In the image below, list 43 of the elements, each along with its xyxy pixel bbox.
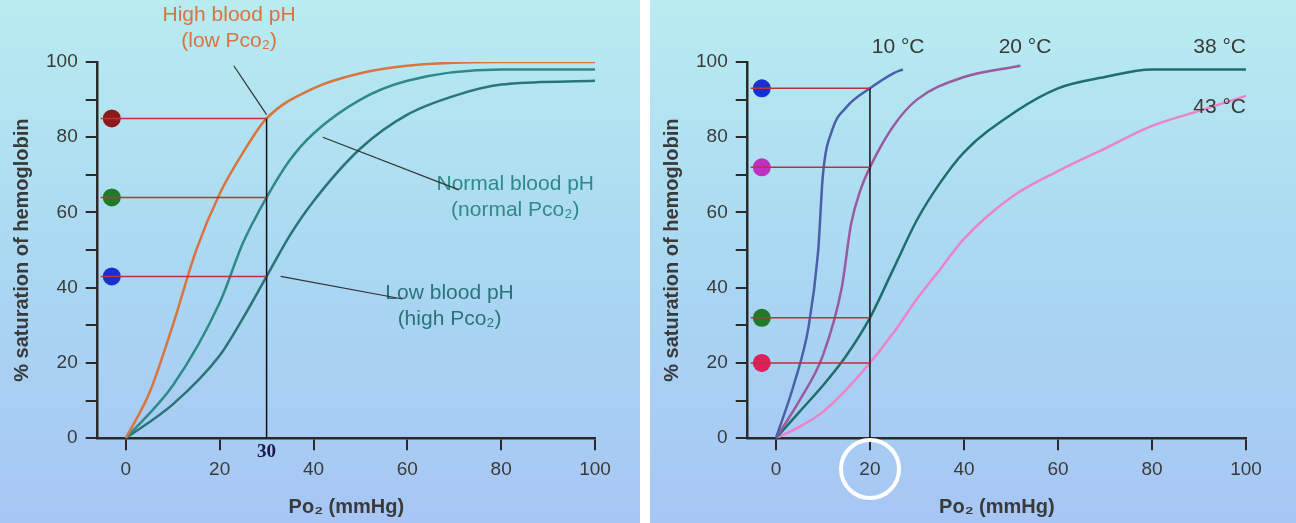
series-label: 10 °C xyxy=(871,33,925,57)
y-tick-label: 40 xyxy=(706,275,728,297)
y-tick-label: 100 xyxy=(46,50,78,72)
y-tick-label: 20 xyxy=(706,351,728,373)
x-tick-label: 100 xyxy=(1230,457,1262,479)
y-tick-label: 80 xyxy=(706,125,728,147)
y-tick-label: 0 xyxy=(717,426,728,448)
series-label: High blood pH (low Pco₂) xyxy=(162,1,296,51)
x-tick-label: 20 xyxy=(209,457,231,479)
x-tick-label: 20 xyxy=(859,457,881,479)
x-tick-label: 80 xyxy=(1141,457,1163,479)
point xyxy=(102,188,121,207)
line-series xyxy=(774,68,905,439)
x-tick-label: 0 xyxy=(770,457,782,479)
y-tick-label: 80 xyxy=(56,125,78,147)
y-tick-label: 60 xyxy=(706,200,728,222)
series-label: 20 °C xyxy=(998,33,1052,57)
text: Normal blood pH (normal Pco₂) xyxy=(436,171,595,221)
y-tick-label: 100 xyxy=(696,50,728,72)
text: Low blood pH (high Pco₂) xyxy=(385,280,514,330)
x-tick-label: 0 xyxy=(120,457,132,479)
line-series xyxy=(774,64,1022,439)
point xyxy=(752,158,771,177)
x-tick-label: 40 xyxy=(302,457,325,479)
y-tick-label: 20 xyxy=(56,351,78,373)
y-tick-label: 0 xyxy=(67,426,78,448)
x-axis-title: Po₂ (mmHg) xyxy=(939,494,1055,517)
point xyxy=(102,109,121,128)
y-axis-title: % saturation of hemoglobin xyxy=(9,118,32,382)
y-tick-label: 60 xyxy=(56,200,78,222)
y-axis-title: % saturation of hemoglobin xyxy=(659,118,682,382)
x-tick-label: 80 xyxy=(490,457,512,479)
series-label: 38 °C xyxy=(1193,33,1246,57)
x-tick-label: 40 xyxy=(953,457,975,479)
x-tick-label: 60 xyxy=(1047,457,1069,479)
x-tick-label: 100 xyxy=(579,457,611,479)
ref-line-label: 30 xyxy=(257,439,277,461)
x-tick-label: 60 xyxy=(396,457,418,479)
x-axis-title: Po₂ (mmHg) xyxy=(288,494,405,517)
point xyxy=(752,79,771,98)
point xyxy=(102,267,121,286)
y-tick-label: 40 xyxy=(56,275,78,297)
series-label: 43 °C xyxy=(1193,93,1246,117)
